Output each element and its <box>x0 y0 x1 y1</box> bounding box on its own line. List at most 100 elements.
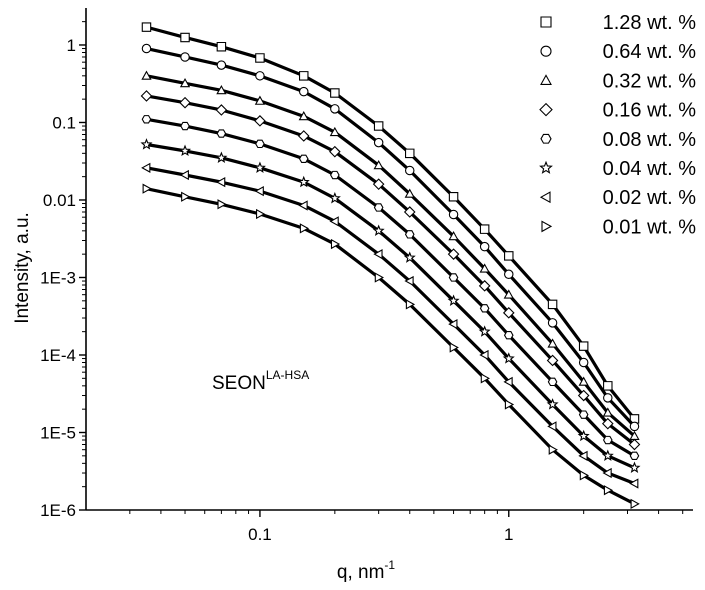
data-point <box>405 299 416 310</box>
data-point <box>602 435 613 445</box>
data-point <box>546 354 559 367</box>
data-point <box>297 175 310 188</box>
data-point <box>373 203 384 212</box>
data-point <box>579 470 590 481</box>
legend-label: 1.28 wt. % <box>603 12 697 34</box>
series-3 <box>140 90 641 451</box>
series-line <box>146 187 636 506</box>
data-point <box>141 70 152 80</box>
data-point <box>298 71 309 81</box>
legend-label: 0.02 wt. % <box>603 187 697 209</box>
legend-marker <box>540 133 552 144</box>
data-point <box>298 154 309 163</box>
legend-label: 0.04 wt. % <box>603 158 697 180</box>
data-point <box>329 126 340 137</box>
legend-marker <box>539 102 553 117</box>
data-point <box>479 304 490 313</box>
data-point <box>504 399 515 410</box>
data-point <box>179 169 189 181</box>
legend-marker <box>539 160 553 174</box>
legend-marker <box>541 220 553 233</box>
data-point <box>447 248 460 260</box>
data-point <box>216 129 227 138</box>
data-point <box>578 341 589 351</box>
data-point <box>578 410 589 419</box>
data-point <box>256 208 266 220</box>
y-tick-label: 0.1 <box>52 113 76 132</box>
data-point <box>480 373 490 384</box>
data-point <box>602 467 612 479</box>
legend-label: 0.32 wt. % <box>603 70 697 92</box>
data-point <box>216 176 226 188</box>
series-6 <box>141 162 639 489</box>
data-point <box>179 96 191 109</box>
data-point <box>504 269 514 280</box>
y-tick-label: 1E-5 <box>40 423 76 442</box>
series-7 <box>142 183 640 509</box>
data-point <box>601 417 614 430</box>
legend-marker <box>540 16 552 28</box>
data-point <box>141 43 152 54</box>
data-point <box>372 224 385 236</box>
data-point <box>502 307 515 319</box>
legend: 1.28 wt. % 0.64 wt. % 0.32 wt. % 0.16 wt. %… <box>539 12 697 238</box>
data-point <box>254 95 266 105</box>
data-point <box>504 251 514 261</box>
data-point <box>448 209 459 220</box>
data-point <box>330 104 340 114</box>
data-point <box>548 444 558 455</box>
data-point <box>479 349 489 361</box>
data-point <box>217 199 227 210</box>
data-point <box>330 170 340 180</box>
data-point <box>603 485 614 496</box>
series-4 <box>141 115 640 461</box>
data-point <box>372 178 385 190</box>
data-point <box>503 289 514 299</box>
data-point <box>329 145 341 158</box>
data-point <box>216 84 227 95</box>
data-point <box>448 192 459 202</box>
data-point <box>253 161 266 173</box>
data-point <box>478 325 491 337</box>
data-point <box>216 41 227 52</box>
data-point <box>297 130 310 142</box>
y-tick-label: 0.01 <box>43 191 76 210</box>
data-point <box>629 451 640 461</box>
legend-label: 0.01 wt. % <box>603 216 697 238</box>
data-point <box>255 71 265 81</box>
data-point <box>602 407 613 417</box>
plot-area: 1E-6 1E-5 1E-4 1E-3 0.01 0.1 1 0.1 1 <box>40 8 693 544</box>
data-point <box>328 192 341 204</box>
data-point <box>478 280 491 292</box>
data-point <box>298 111 309 121</box>
data-point <box>449 342 459 353</box>
data-point <box>141 162 151 173</box>
data-point <box>180 32 190 43</box>
data-point <box>403 251 416 263</box>
data-point <box>298 200 308 211</box>
data-point <box>254 186 264 197</box>
data-point <box>503 376 513 388</box>
data-point <box>298 86 309 97</box>
data-point <box>329 216 339 227</box>
data-point <box>628 438 641 451</box>
data-point <box>140 138 153 150</box>
series-1 <box>141 43 640 432</box>
y-tick-label: 1E-6 <box>40 501 76 520</box>
data-point <box>374 272 384 283</box>
data-point <box>479 224 490 234</box>
data-point <box>448 230 459 241</box>
data-point <box>630 498 640 509</box>
data-point <box>181 191 191 202</box>
y-tick-label: 1 <box>67 36 76 55</box>
data-point <box>141 115 152 124</box>
data-point <box>503 331 514 340</box>
data-point <box>629 421 640 432</box>
data-point <box>577 429 590 442</box>
data-point <box>603 393 613 403</box>
data-point <box>330 238 341 250</box>
data-point <box>547 338 558 348</box>
data-point <box>141 22 152 32</box>
legend-label: 0.64 wt. % <box>603 41 697 63</box>
